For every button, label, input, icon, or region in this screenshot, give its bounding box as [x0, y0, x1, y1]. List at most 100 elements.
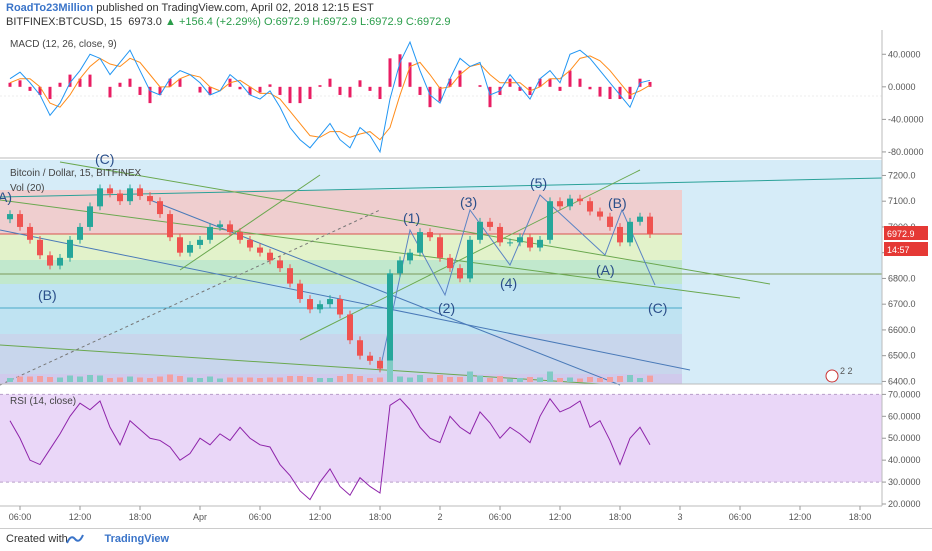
macd-hist-bar [208, 86, 212, 95]
volume-bar [107, 378, 113, 382]
candle-body [417, 232, 423, 253]
volume-bar [167, 374, 173, 382]
trend-line [0, 209, 381, 386]
macd-hist-bar [568, 70, 572, 87]
wave-label: A) [0, 189, 12, 205]
macd-hist-bar [578, 78, 582, 87]
volume-bar [117, 377, 123, 382]
x-tick-label: 18:00 [129, 512, 152, 522]
fib-zone-grey [0, 334, 682, 374]
volume-bar [417, 375, 423, 382]
candle-body [147, 196, 153, 202]
y-tick-label: 40.0000 [888, 455, 921, 465]
volume-bar [577, 378, 583, 382]
y-tick-label: 40.0000 [888, 49, 921, 59]
volume-bar [327, 378, 333, 382]
wave-label: (C) [648, 300, 667, 316]
macd-hist-bar [608, 86, 612, 100]
macd-hist-bar [428, 86, 432, 108]
volume-bar [227, 377, 233, 382]
price-axis[interactable]: 40.0000 0.0000 -40.0000 -80.0000 7200.0 7100.… [882, 49, 924, 509]
last-price: 6973.0 [128, 16, 162, 28]
candle-body [607, 216, 613, 227]
x-tick-label: 12:00 [309, 512, 332, 522]
author-link[interactable]: RoadTo23Million [6, 2, 94, 14]
volume-bar [317, 378, 323, 382]
volume-bar [57, 377, 63, 382]
wave-label: (2) [438, 300, 455, 316]
y-tick-label: 30.0000 [888, 477, 921, 487]
countdown-value: 14:57 [887, 245, 910, 255]
candle-body [557, 201, 563, 207]
volume-bar [197, 378, 203, 382]
created-with-text: Created with TradingView [6, 533, 170, 545]
macd-hist-bar [318, 85, 322, 87]
candle-body [507, 242, 513, 244]
macd-hist-bar [438, 86, 442, 102]
candle-body [447, 257, 453, 269]
macd-hist-bar [268, 84, 272, 87]
macd-hist-bar [548, 78, 552, 87]
volume-bar [307, 377, 313, 382]
price-tag: 6972.9 14:57 [884, 226, 928, 256]
candle-body [547, 201, 553, 240]
volume-bar [127, 376, 133, 382]
tradingview-logo-icon [66, 534, 84, 544]
macd-hist-bar [598, 86, 602, 97]
candle-body [227, 224, 233, 233]
macd-hist-bar [538, 78, 542, 87]
wave-label: (1) [403, 210, 420, 226]
candle-body [277, 260, 283, 269]
macd-hist-bar [8, 82, 12, 87]
chart-area[interactable]: MACD (12, 26, close, 9) [0, 30, 932, 528]
y-tick-label: 20.0000 [888, 499, 921, 509]
volume-bar [587, 377, 593, 382]
y-tick-label: 70.0000 [888, 389, 921, 399]
candle-body [257, 247, 263, 253]
candle-body [287, 268, 293, 284]
y-tick-label: 7100.0 [888, 196, 916, 206]
volume-bar [217, 378, 223, 382]
y-tick-label: 6700.0 [888, 299, 916, 309]
published-text: published on TradingView.com, April 02, … [96, 2, 374, 14]
symbol-line: BITFINEX:BTCUSD, 15 6973.0 ▲ +156.4 (+2.… [6, 16, 451, 29]
macd-hist-bar [588, 86, 592, 90]
macd-hist-bar [298, 86, 302, 104]
candle-body [597, 211, 603, 217]
candle-body [67, 239, 73, 258]
volume-bar [597, 378, 603, 382]
macd-hist-bar [58, 82, 62, 87]
volume-bar [277, 377, 283, 382]
candles [7, 184, 653, 373]
macd-hist-bar [198, 86, 202, 93]
volume-bar [647, 375, 653, 382]
macd-hist-bar [288, 86, 292, 104]
fib-zone-green [0, 260, 682, 284]
price-tag-value: 6972.9 [887, 229, 915, 239]
tradingview-link[interactable]: TradingView [104, 533, 170, 545]
candle-body [627, 221, 633, 243]
volume-bar [37, 376, 43, 382]
macd-hist-bar [338, 86, 342, 95]
volume-bar [517, 378, 523, 382]
macd-hist-bar [138, 86, 142, 95]
rsi-line [9, 397, 651, 501]
volume-bar [187, 377, 193, 382]
candle-body [467, 239, 473, 279]
price-pane: Bitcoin / Dollar, 15, BITFINEX Vol (20) … [0, 151, 883, 386]
volume-bar [27, 376, 33, 382]
macd-hist-bar [358, 80, 362, 87]
candle-body [377, 360, 383, 369]
macd-hist-bar [628, 86, 632, 100]
volume-bar [47, 377, 53, 382]
volume-bar [67, 375, 73, 382]
flag-badge[interactable]: 2 2 [825, 366, 853, 383]
volume-bar [487, 378, 493, 382]
candle-body [37, 239, 43, 256]
volume-bar [247, 377, 253, 382]
time-axis[interactable]: 06:00 12:00 18:00 Apr 06:00 12:00 18:00 2 06:00 1… [9, 506, 872, 522]
macd-hist-bar [68, 74, 72, 87]
wave-label: (C) [95, 151, 114, 167]
wave-label: (5) [530, 175, 547, 191]
volume-bar [147, 378, 153, 382]
